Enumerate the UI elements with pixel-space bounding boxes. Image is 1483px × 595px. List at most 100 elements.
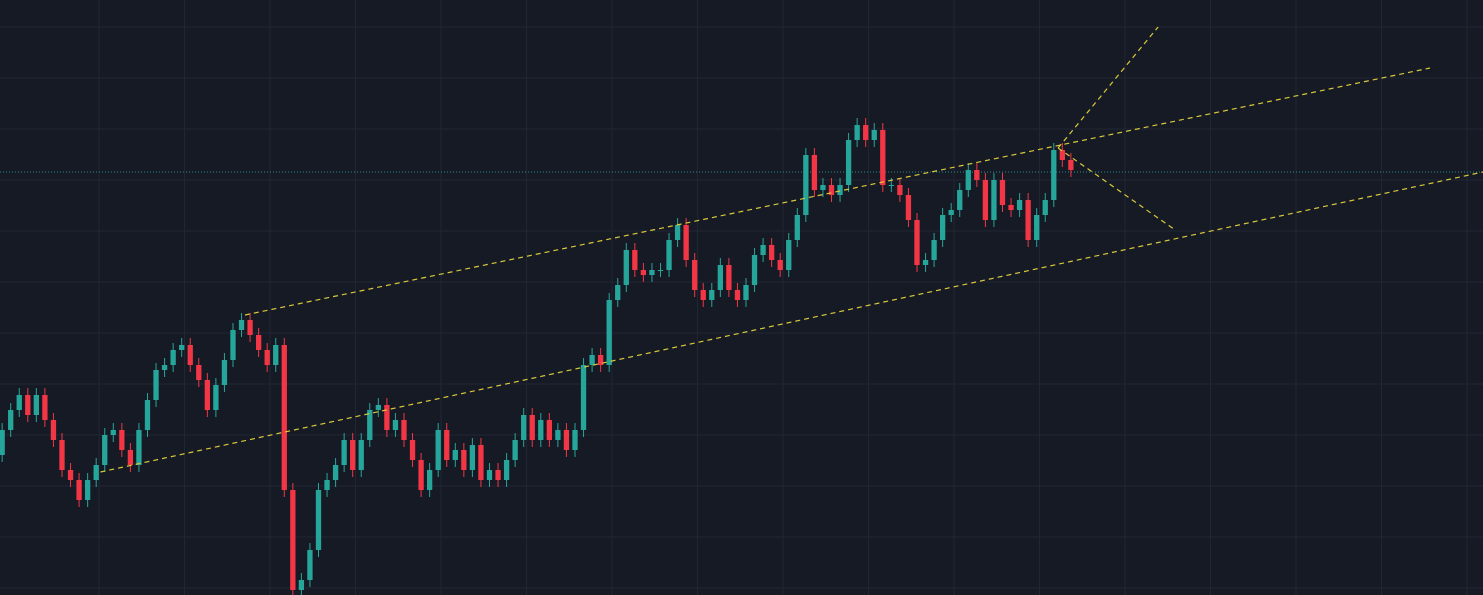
- trend-line: [244, 67, 1431, 316]
- candle-body: [418, 460, 424, 490]
- candle-body: [401, 420, 407, 440]
- candle-body: [854, 125, 860, 140]
- candle-body: [375, 405, 381, 410]
- candle-body: [298, 580, 305, 590]
- trend-line: [1057, 147, 1176, 231]
- candle-body: [179, 345, 185, 350]
- candle-body: [563, 430, 570, 450]
- candle-body: [136, 430, 142, 465]
- candle-body: [572, 430, 578, 450]
- candle-body: [230, 330, 236, 360]
- candle-body: [931, 240, 937, 260]
- candle-body: [119, 430, 125, 450]
- candle-body: [521, 415, 527, 440]
- candle-body: [999, 180, 1006, 205]
- candle-body: [341, 440, 347, 465]
- candle-body: [350, 440, 356, 470]
- candle-body: [863, 125, 869, 140]
- candle-body: [589, 355, 595, 365]
- candle-body: [649, 270, 655, 275]
- candle-body: [1042, 200, 1048, 215]
- candle-body: [461, 450, 467, 470]
- candle-body: [794, 215, 800, 240]
- candle-body: [982, 180, 989, 220]
- candle-body: [538, 420, 544, 440]
- candle-body: [144, 400, 151, 430]
- candle-body: [700, 290, 706, 300]
- candle-body: [948, 210, 954, 215]
- candle-body: [905, 195, 912, 220]
- candle-body: [452, 450, 458, 460]
- candle-body: [512, 440, 518, 460]
- candle-body: [1008, 205, 1014, 210]
- candle-body: [332, 465, 339, 480]
- candle-body: [25, 395, 31, 415]
- candle-body: [213, 385, 219, 410]
- candle-body: [358, 440, 364, 470]
- candle-body: [1068, 160, 1074, 170]
- candle-body: [1016, 200, 1023, 210]
- candle-body: [615, 285, 621, 300]
- candle-body: [974, 170, 980, 180]
- candle-body: [1034, 215, 1040, 240]
- candle-body: [760, 245, 766, 255]
- candle-body: [0, 430, 5, 455]
- trend-line: [1057, 26, 1159, 149]
- candle-body: [50, 420, 57, 440]
- candle-body: [503, 460, 510, 480]
- candle-body: [692, 260, 698, 290]
- candle-body: [255, 335, 262, 350]
- candle-body: [743, 285, 749, 300]
- candle-body: [683, 225, 689, 260]
- candle-body: [315, 490, 322, 550]
- candle-body: [871, 130, 877, 140]
- candle-body: [803, 155, 809, 215]
- candle-body: [59, 440, 65, 470]
- candle-body: [247, 320, 253, 335]
- candle-body: [811, 155, 818, 190]
- candle-body: [666, 240, 672, 270]
- candle-body: [751, 255, 758, 285]
- candle-body: [273, 345, 279, 365]
- candle-body: [939, 215, 946, 240]
- candle-body: [555, 430, 561, 440]
- candle-body: [880, 130, 886, 185]
- candle-body: [837, 185, 843, 195]
- candle-body: [786, 240, 792, 270]
- candle-body: [221, 360, 228, 385]
- candle-body: [478, 445, 484, 480]
- candle-body: [238, 320, 245, 330]
- candle-body: [580, 365, 587, 430]
- candle-body: [717, 265, 723, 290]
- candle-body: [93, 465, 99, 480]
- candle-body: [495, 470, 501, 480]
- candle-body: [33, 395, 39, 415]
- candle-body: [204, 380, 210, 410]
- candle-body: [768, 245, 775, 260]
- candle-body: [888, 185, 894, 186]
- candle-body: [529, 415, 535, 440]
- candle-body: [922, 260, 929, 265]
- candle-body: [597, 355, 604, 365]
- candle-body: [426, 470, 433, 490]
- candle-body: [640, 270, 647, 275]
- candle-body: [161, 365, 168, 370]
- candle-body: [264, 350, 270, 365]
- candle-body: [1051, 150, 1057, 200]
- candle-body: [820, 185, 826, 190]
- candle-body: [726, 265, 732, 290]
- candle-body: [409, 440, 416, 460]
- candle-body: [606, 300, 612, 365]
- candle-body: [16, 395, 22, 410]
- candle-body: [444, 430, 450, 460]
- candle-body: [828, 185, 835, 195]
- candle-body: [546, 420, 552, 440]
- candle-body: [196, 365, 202, 380]
- candle-body: [632, 250, 638, 270]
- candle-body: [110, 430, 116, 435]
- candle-body: [1059, 150, 1065, 160]
- candle-body: [623, 250, 629, 285]
